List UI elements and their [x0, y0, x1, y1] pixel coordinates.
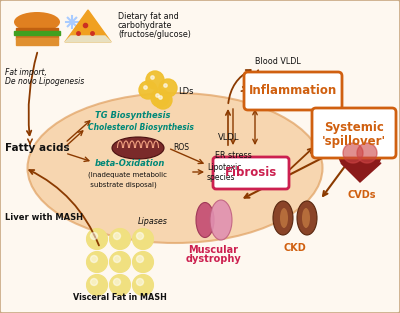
Ellipse shape — [302, 208, 310, 228]
Circle shape — [86, 275, 108, 295]
Text: LDs: LDs — [178, 88, 194, 96]
Text: CVDs: CVDs — [348, 190, 376, 200]
FancyBboxPatch shape — [312, 108, 396, 158]
Ellipse shape — [112, 137, 164, 159]
Text: Muscular: Muscular — [188, 245, 238, 255]
Circle shape — [110, 275, 130, 295]
Text: dystrophy: dystrophy — [185, 254, 241, 264]
Ellipse shape — [280, 208, 288, 228]
Text: Liver with MASH: Liver with MASH — [5, 213, 83, 223]
Circle shape — [132, 228, 154, 249]
Circle shape — [357, 143, 377, 163]
Polygon shape — [65, 36, 111, 42]
Text: Fat import,: Fat import, — [5, 68, 47, 77]
Circle shape — [90, 279, 98, 285]
Text: CKD: CKD — [284, 243, 306, 253]
Text: Cholesterol Biosynthesis: Cholesterol Biosynthesis — [88, 122, 194, 131]
Bar — [14, 31, 60, 35]
Circle shape — [90, 233, 98, 239]
Ellipse shape — [196, 203, 214, 238]
Text: (fructose/glucose): (fructose/glucose) — [118, 30, 191, 39]
Text: De novo Lipogenesis: De novo Lipogenesis — [5, 77, 84, 86]
Text: Fibrosis: Fibrosis — [225, 167, 277, 179]
Text: carbohydrate: carbohydrate — [118, 21, 172, 30]
Circle shape — [132, 275, 154, 295]
Text: species: species — [207, 173, 236, 182]
Text: Visceral Fat in MASH: Visceral Fat in MASH — [73, 294, 167, 302]
Circle shape — [114, 233, 120, 239]
Text: 'spillover': 'spillover' — [322, 136, 386, 148]
Circle shape — [114, 255, 120, 263]
Bar — [16, 38, 58, 45]
Circle shape — [151, 89, 169, 107]
Text: Lipotoxic: Lipotoxic — [207, 163, 241, 172]
Text: Dietary fat and: Dietary fat and — [118, 12, 179, 21]
Text: VLDL: VLDL — [218, 134, 240, 142]
FancyBboxPatch shape — [213, 157, 289, 189]
Text: Lipases: Lipases — [138, 218, 168, 227]
Ellipse shape — [210, 200, 232, 240]
Circle shape — [136, 279, 144, 285]
Text: Systemic: Systemic — [324, 121, 384, 135]
Circle shape — [339, 141, 367, 169]
Circle shape — [86, 228, 108, 249]
Text: substrate disposal): substrate disposal) — [88, 182, 157, 188]
Text: ER stress: ER stress — [215, 151, 252, 160]
Circle shape — [136, 233, 144, 239]
Circle shape — [110, 252, 130, 273]
Bar — [16, 28, 58, 33]
Ellipse shape — [14, 12, 60, 32]
Circle shape — [159, 79, 177, 97]
FancyBboxPatch shape — [244, 72, 342, 110]
Text: Blood VLDL: Blood VLDL — [255, 58, 301, 66]
Circle shape — [136, 255, 144, 263]
Text: (Inadequate metabolic: (Inadequate metabolic — [88, 172, 167, 178]
Circle shape — [353, 141, 381, 169]
Ellipse shape — [297, 201, 317, 235]
Text: Inflammation: Inflammation — [249, 85, 337, 98]
Text: TG Biosynthesis: TG Biosynthesis — [95, 110, 170, 120]
Polygon shape — [65, 10, 111, 42]
Circle shape — [86, 252, 108, 273]
Circle shape — [110, 228, 130, 249]
Circle shape — [154, 91, 172, 109]
Circle shape — [146, 71, 164, 89]
Circle shape — [132, 252, 154, 273]
Ellipse shape — [28, 93, 322, 243]
Polygon shape — [341, 163, 381, 182]
Ellipse shape — [273, 201, 293, 235]
Circle shape — [90, 255, 98, 263]
Text: beta-Oxidation: beta-Oxidation — [95, 158, 165, 167]
Circle shape — [139, 81, 157, 99]
Text: ROS: ROS — [173, 143, 189, 152]
Text: Fatty acids: Fatty acids — [5, 143, 70, 153]
Bar — [16, 34, 58, 39]
Circle shape — [343, 143, 363, 163]
Circle shape — [114, 279, 120, 285]
